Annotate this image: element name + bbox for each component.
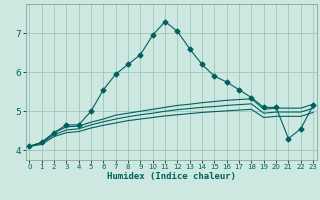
X-axis label: Humidex (Indice chaleur): Humidex (Indice chaleur) — [107, 172, 236, 181]
